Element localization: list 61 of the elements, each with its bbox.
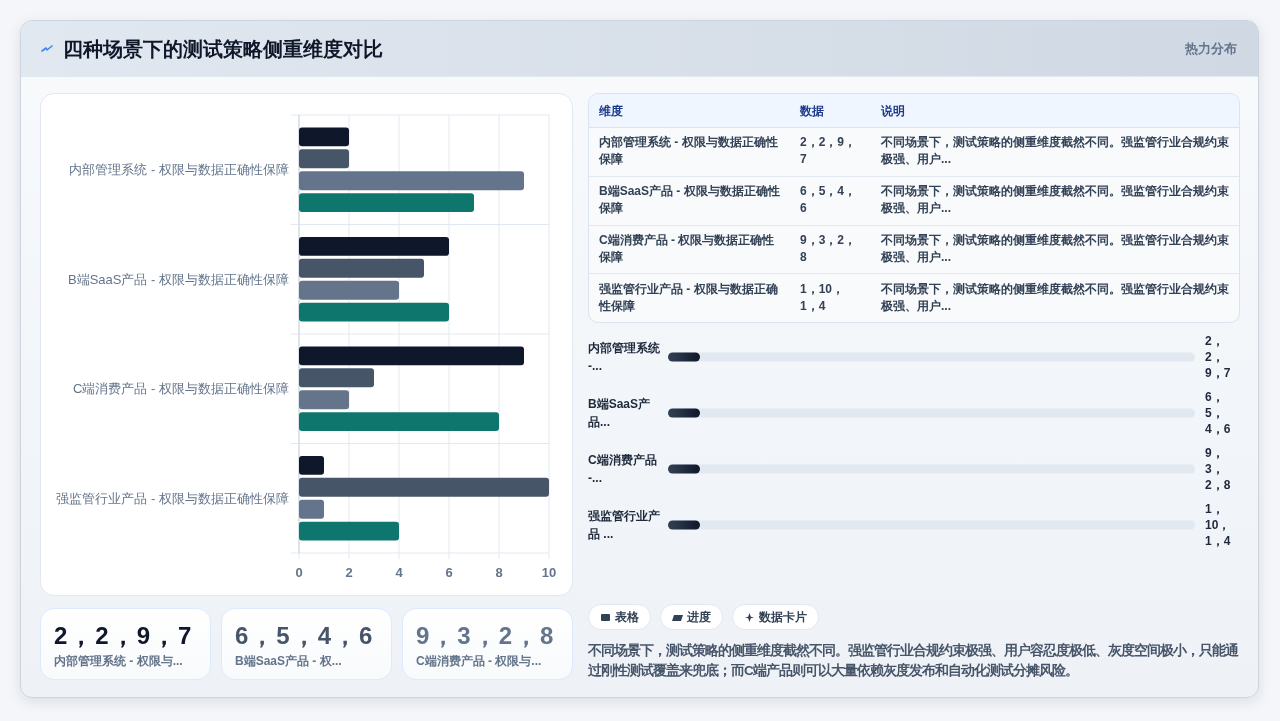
bar [299,236,449,256]
category-label: 表格 [615,608,639,626]
text: 内部管理系统 - 权限与数据正确性保障 [599,135,778,167]
bar [299,258,424,278]
bar [299,412,499,432]
text: 6，5，4，6 [1205,390,1231,436]
text: 1，10，1，4 [1205,502,1231,548]
y-tick-label: C端消费产品 - 权限与数据正确性保障 [73,381,289,397]
text: 2，2，9，7 [1205,334,1231,380]
text: 1，10，1，4 [800,281,845,313]
category-label: C端消费产品 - 权限与... [416,653,542,670]
category-label: 数据卡片 [759,608,807,626]
bar [299,149,349,169]
text: 6，5，4，6 [800,184,857,216]
bar [299,127,349,147]
text: C端消费产品 - 权限与数据正确性保障 [599,232,775,264]
x-tick-label: 0 [295,565,303,580]
y-tick-label: 内部管理系统 - 权限与数据正确性保障 [69,162,289,178]
category-label: 强监管行业产品 ... [588,508,661,543]
x-tick-label: 8 [495,565,503,580]
text: 不同场景下，测试策略的侧重维度截然不同。强监管行业合规约束极强、用户容忍度极低、灰度空间极小，只能通过刚性测试覆盖来兜底；而C端产品则可以大量依赖灰度发布和自动化测试分摊风险。 [588,642,1240,680]
category-label: 维度 [599,102,624,119]
text: 不同场景下，测试策略的侧重维度截然不同。强监管行业合规约束极强、用户... [881,281,1229,313]
text: 2，2，9，7 [800,135,857,167]
category-label: 数据 [800,102,825,119]
category-label: 说明 [881,102,906,119]
x-tick-label: 10 [541,565,557,580]
bar [299,390,349,410]
text: 四种场景下的测试策略侧重维度对比 [63,37,383,62]
bar [299,521,399,541]
x-tick-label: 6 [445,565,453,580]
bar [299,368,374,388]
x-tick-label: 2 [345,565,353,580]
text: 9，3，2，8 [800,232,857,264]
category-label: B端SaaS产品 - 权... [235,653,342,670]
bar [299,455,324,475]
text: 6，5，4，6 [235,622,375,649]
bar [299,346,524,366]
category-label: 内部管理系统 - 权限与... [54,653,183,670]
bar [299,171,524,191]
text: 强监管行业产品 - 权限与数据正确性保障 [599,281,778,313]
bar [299,477,549,497]
x-tick-label: 4 [395,565,404,580]
y-tick-label: 强监管行业产品 - 权限与数据正确性保障 [56,490,289,506]
text: 不同场景下，测试策略的侧重维度截然不同。强监管行业合规约束极强、用户... [881,232,1229,264]
bar [299,193,474,213]
text: 2，2，9，7 [54,622,194,649]
text: 9，3，2，8 [1205,446,1231,492]
text: 热力分布 [1185,40,1237,58]
bar [299,280,399,300]
bar [299,499,324,519]
y-tick-label: B端SaaS产品 - 权限与数据正确性保障 [67,271,289,287]
category-label: 进度 [687,608,711,626]
text: 不同场景下，测试策略的侧重维度截然不同。强监管行业合规约束极强、用户... [881,135,1229,167]
text: B端SaaS产品 - 权限与数据正确性保障 [599,184,780,216]
bar [299,302,449,322]
text: 不同场景下，测试策略的侧重维度截然不同。强监管行业合规约束极强、用户... [881,184,1229,216]
text: 9，3，2，8 [416,622,556,649]
category-label: 内部管理系统 -... [588,340,661,375]
category-label: C端消费产品 -... [588,452,658,487]
category-label: B端SaaS产品... [588,396,652,431]
